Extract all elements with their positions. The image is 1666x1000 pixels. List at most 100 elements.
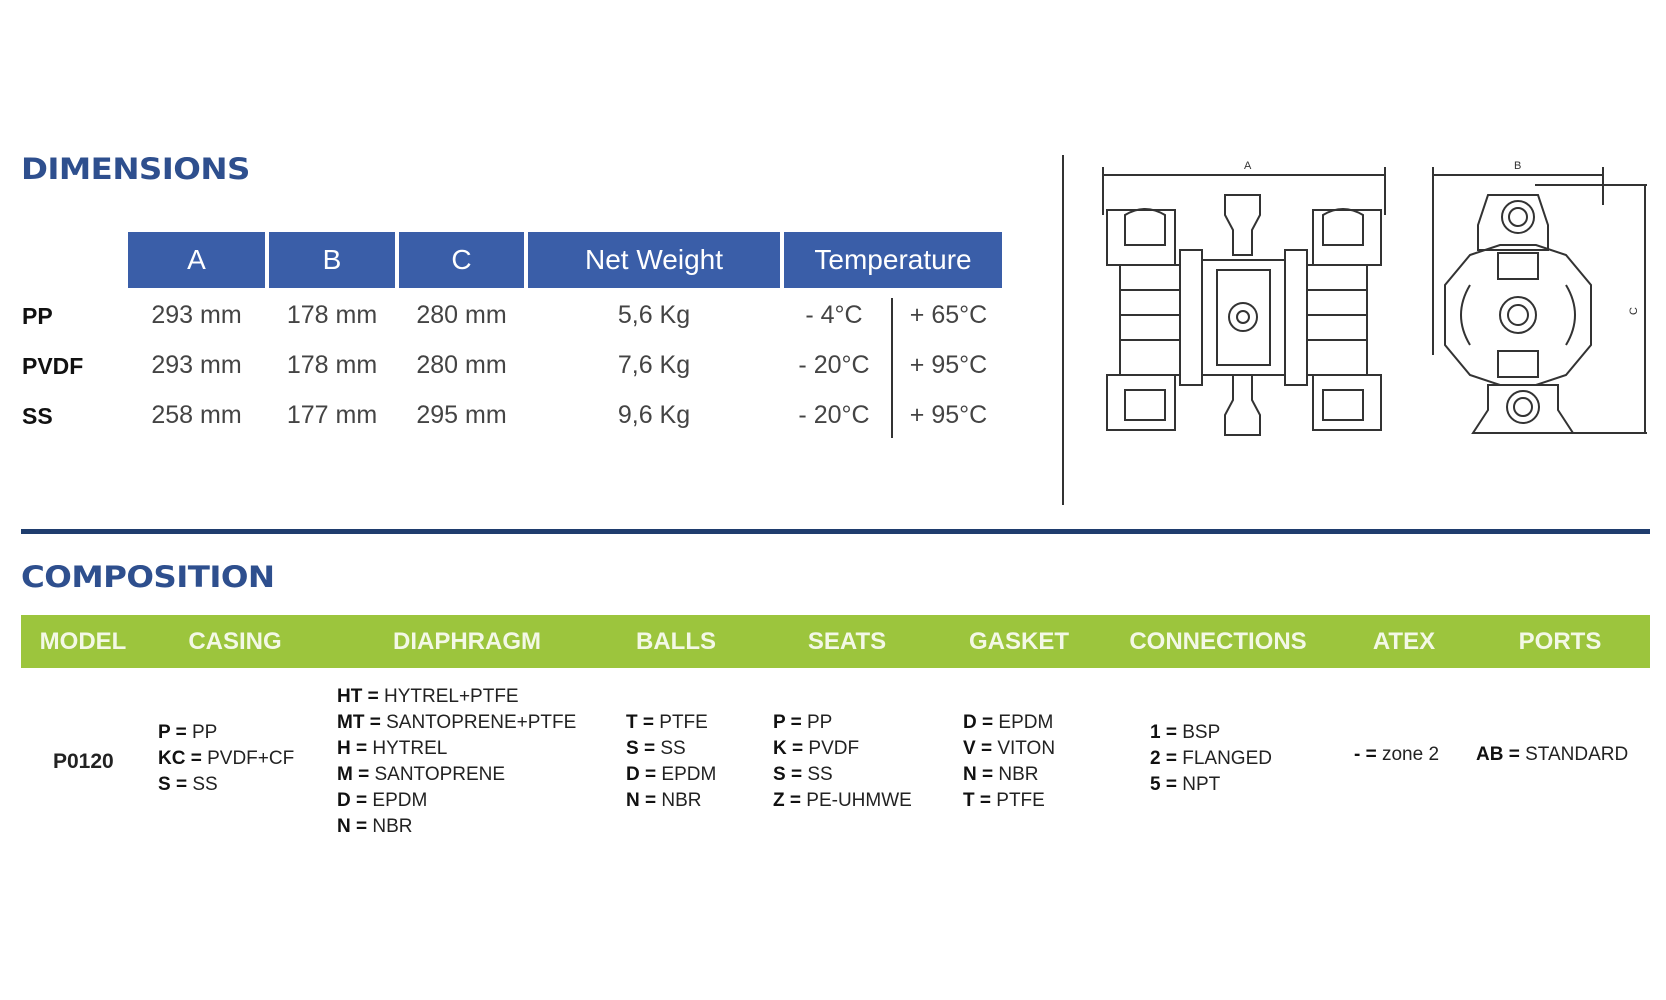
option-code: M (337, 764, 353, 785)
option-value: STANDARD (1525, 744, 1629, 765)
option-code: S (626, 738, 639, 759)
header-b: B (269, 232, 395, 288)
option-value: EPDM (998, 712, 1054, 733)
cell-temp-min: - 4°C (805, 301, 863, 329)
gasket-option: N = NBR (963, 764, 1039, 786)
option-value: EPDM (661, 764, 717, 785)
option-value: SS (807, 764, 833, 785)
option-value: PP (192, 722, 218, 743)
header-temperature: Temperature (784, 232, 1002, 288)
option-value: PVDF+CF (207, 748, 295, 769)
side-view: B C (1432, 160, 1647, 434)
header-net-weight: Net Weight (528, 232, 780, 288)
composition-header-casing: CASING (188, 627, 282, 655)
balls-option: S = SS (626, 738, 686, 760)
composition-header-model: MODEL (39, 627, 127, 655)
option-value: PE-UHMWE (806, 790, 912, 811)
gasket-option: D = EPDM (963, 712, 1053, 734)
composition-header-atex: ATEX (1372, 627, 1436, 655)
equals-sign: = (362, 686, 384, 707)
equals-sign: = (185, 748, 208, 769)
composition-header-balls: BALLS (636, 627, 716, 655)
cell-weight: 9,6 Kg (617, 401, 691, 429)
cell-c: 280 mm (416, 351, 507, 379)
dimension-b-label: B (1514, 160, 1521, 172)
option-value: PTFE (659, 712, 708, 733)
composition-header-gasket: GASKET (968, 627, 1070, 655)
option-code: S (158, 774, 171, 795)
option-value: zone 2 (1381, 744, 1440, 765)
row-label: SS (22, 403, 53, 429)
option-value: NBR (661, 790, 702, 811)
row-label: PP (22, 303, 53, 329)
connections-option: 5 = NPT (1150, 774, 1220, 796)
equals-sign: = (785, 712, 807, 733)
balls-option: T = PTFE (626, 712, 708, 734)
cell-c: 280 mm (416, 301, 507, 329)
option-code: V (963, 738, 976, 759)
option-value: BSP (1182, 722, 1221, 743)
option-value: PTFE (996, 790, 1045, 811)
option-code: K (773, 738, 787, 759)
composition-header-seats: SEATS (807, 627, 887, 655)
option-value: PP (807, 712, 833, 733)
option-value: PVDF (808, 738, 860, 759)
front-view: A (1102, 160, 1386, 436)
equals-sign: = (784, 790, 807, 811)
equals-sign: = (352, 764, 375, 785)
composition-header-ports: PORTS (1518, 627, 1602, 655)
option-code: Z (773, 790, 785, 811)
option-value: HYTREL+PTFE (383, 686, 519, 707)
equals-sign: = (976, 712, 999, 733)
cell-temp-max: + 95°C (909, 401, 988, 429)
seats-option: P = PP (773, 712, 832, 734)
option-code: KC (158, 748, 186, 769)
header-c: C (399, 232, 524, 288)
cell-b: 178 mm (286, 301, 378, 329)
ports-option: AB = STANDARD (1476, 744, 1628, 766)
balls-option: D = EPDM (626, 764, 716, 786)
equals-sign: = (1160, 748, 1183, 769)
diaphragm-option: HT = HYTREL+PTFE (337, 686, 519, 708)
option-value: SS (192, 774, 218, 795)
cell-a: 293 mm (151, 351, 242, 379)
equals-sign: = (350, 738, 373, 759)
section-rule (21, 529, 1650, 534)
option-code: - (1354, 744, 1361, 765)
dimensions-title: DIMENSIONS (21, 152, 250, 186)
cell-weight: 5,6 Kg (617, 301, 691, 329)
equals-sign: = (364, 712, 387, 733)
seats-option: S = SS (773, 764, 833, 786)
option-code: D (337, 790, 351, 811)
header-a: A (128, 232, 265, 288)
option-code: S (773, 764, 786, 785)
composition-header-bar (21, 615, 1650, 668)
cell-b: 177 mm (286, 401, 378, 429)
cell-temp-max: + 65°C (909, 301, 988, 329)
option-code: P (158, 722, 171, 743)
casing-option: S = SS (158, 774, 218, 796)
equals-sign: = (639, 790, 662, 811)
row-label: PVDF (22, 353, 84, 379)
equals-sign: = (638, 738, 661, 759)
option-value: VITON (997, 738, 1056, 759)
option-code: 2 (1150, 748, 1161, 769)
composition-title: COMPOSITION (21, 560, 275, 594)
temperature-divider (891, 298, 893, 438)
option-code: H (337, 738, 351, 759)
equals-sign: = (350, 816, 373, 837)
atex-option: - = zone 2 (1354, 744, 1439, 766)
dimension-a-label: A (1244, 160, 1252, 172)
option-code: N (963, 764, 977, 785)
option-value: SS (660, 738, 686, 759)
cell-b: 178 mm (286, 351, 378, 379)
option-code: N (626, 790, 640, 811)
option-value: SANTOPRENE (374, 764, 506, 785)
equals-sign: = (976, 764, 999, 785)
equals-sign: = (637, 712, 660, 733)
diaphragm-option: M = SANTOPRENE (337, 764, 505, 786)
equals-sign: = (786, 738, 809, 759)
gasket-option: T = PTFE (963, 790, 1045, 812)
cell-temp-min: - 20°C (798, 351, 870, 379)
option-code: D (963, 712, 977, 733)
